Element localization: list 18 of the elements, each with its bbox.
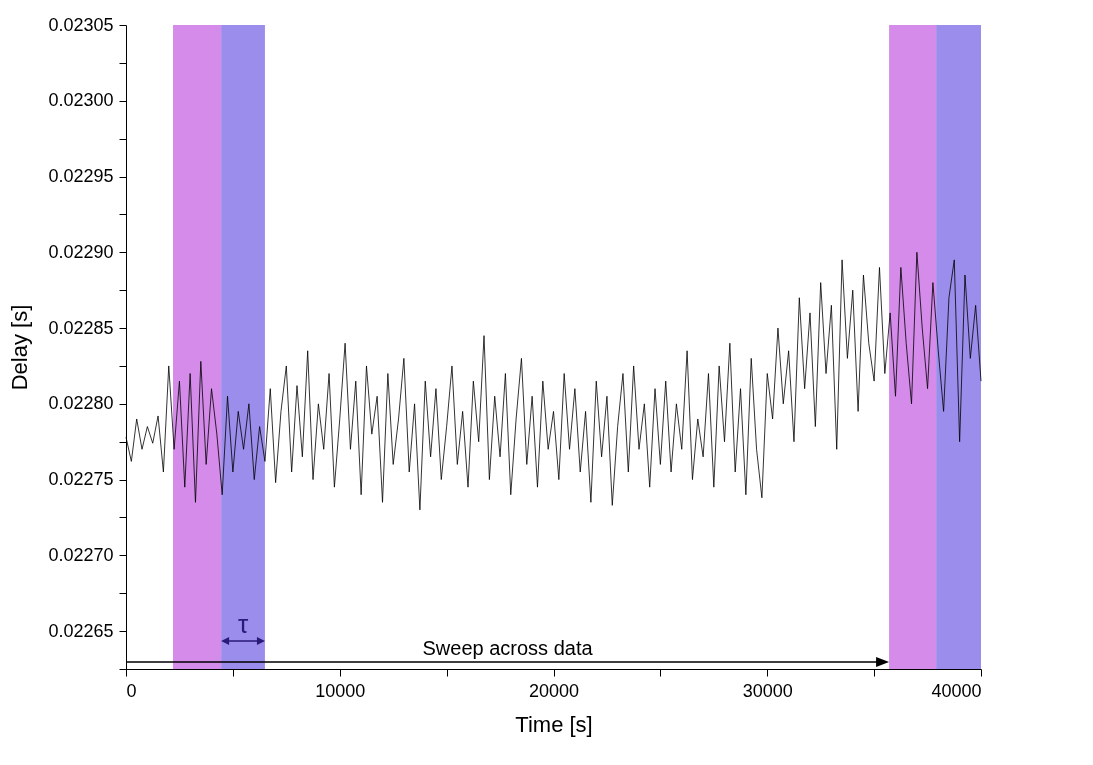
x-tick-label: 0 — [126, 680, 137, 701]
x-axis-title: Time [s] — [515, 711, 593, 737]
x-tick-label: 30000 — [742, 680, 793, 701]
y-tick-label: 0.02280 — [48, 393, 114, 414]
x-tick-label: 20000 — [528, 680, 580, 701]
y-tick-label: 0.02265 — [48, 620, 114, 641]
x-tick-label: 40000 — [931, 680, 982, 701]
y-tick-label: 0.02300 — [48, 90, 114, 111]
annotation: τ — [237, 609, 249, 639]
y-tick-label: 0.02285 — [48, 317, 114, 338]
annotation: Sweep across data — [422, 637, 594, 659]
y-tick-label: 0.02295 — [48, 166, 114, 187]
y-tick-label: 0.02270 — [48, 544, 114, 565]
x-tick-label: 10000 — [315, 680, 366, 701]
y-tick-label: 0.02290 — [48, 241, 114, 262]
y-axis-title: Delay [s] — [7, 304, 33, 391]
y-tick-label: 0.02305 — [48, 14, 114, 35]
y-tick-label: 0.02275 — [48, 469, 114, 490]
